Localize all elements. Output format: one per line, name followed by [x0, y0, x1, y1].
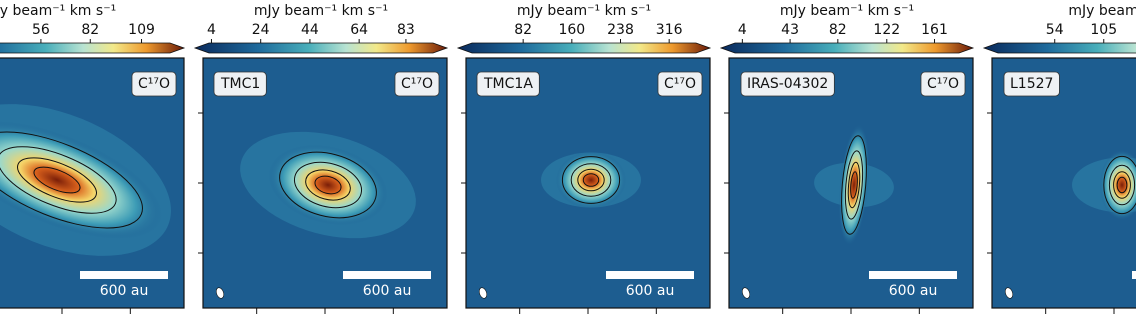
label-box	[920, 71, 966, 97]
source-label: TMC1A	[483, 76, 533, 92]
molecule-label: C¹⁷O	[401, 76, 433, 92]
contour	[847, 161, 861, 209]
colorbar-tick-label: 44	[301, 22, 319, 38]
label-box	[394, 71, 440, 97]
contour	[844, 150, 864, 220]
colorbar-tick-label: 64	[350, 22, 368, 38]
colorbar-tick-label: 105	[1090, 22, 1117, 38]
panel: y beam⁻¹ km s⁻¹56821099IRSC¹⁷O600 au	[0, 3, 186, 314]
label-box	[213, 71, 267, 97]
source-label: TMC1	[220, 76, 260, 92]
colorbar-label: mJy beam⁻¹ km s⁻¹	[517, 3, 651, 19]
colorbar-tick-label: 82	[829, 22, 847, 38]
colorbar-tick-label: 316	[656, 22, 683, 38]
colorbar	[719, 42, 975, 54]
colorbar-tick-label: 83	[397, 22, 415, 38]
scale-bar-label: 600 au	[363, 283, 412, 299]
emission	[555, 151, 627, 209]
colorbar-tick-label: 24	[252, 22, 270, 38]
molecule-label: C¹⁷O	[927, 76, 959, 92]
beam	[741, 287, 751, 299]
beam	[478, 287, 488, 299]
contour	[0, 146, 117, 214]
colorbar-tick-label: 160	[558, 22, 585, 38]
beam	[215, 287, 225, 299]
colorbar-tick-label: 56	[32, 22, 50, 38]
contour	[577, 168, 605, 192]
source-label: L1527	[1010, 76, 1053, 92]
colorbar	[0, 42, 186, 54]
contour	[1116, 176, 1128, 194]
colorbar-label: mJy beam⁻¹	[1068, 3, 1136, 19]
scale-bar-label: 600 au	[889, 283, 938, 299]
contour	[570, 163, 612, 197]
scale-bar	[606, 271, 694, 279]
label-box	[657, 71, 703, 97]
panel: mJy beam⁻¹ km s⁻¹ 82 160 238 316 TMC1A C¹⁷O 600…	[456, 3, 712, 314]
contour	[279, 151, 377, 219]
panel: mJy beam⁻¹ km s⁻¹ 4 24 44 64 83 TMC1 C¹⁷O 600 au	[193, 3, 449, 314]
panel: mJy beam⁻¹ km s⁻¹ 4 43 82 122 161 IRAS-04302 C¹…	[719, 3, 975, 314]
colorbar	[193, 42, 449, 54]
colorbar-tick-label: 109	[128, 22, 155, 38]
colorbar-label: mJy beam⁻¹ km s⁻¹	[780, 3, 914, 19]
colorbar	[982, 42, 1136, 54]
label-box	[131, 71, 177, 97]
contour	[582, 173, 600, 187]
colorbar-tick-label: 82	[514, 22, 532, 38]
beam	[1004, 287, 1014, 299]
scale-bar	[1132, 271, 1136, 279]
scale-bar	[80, 271, 168, 279]
label-box	[1003, 71, 1060, 97]
colorbar	[456, 42, 712, 54]
colorbar-label: y beam⁻¹ km s⁻¹	[0, 3, 116, 19]
contour	[17, 157, 97, 203]
colorbar-tick-label: 238	[607, 22, 634, 38]
contour	[1103, 155, 1136, 215]
colorbar-tick-label: 161	[921, 22, 948, 38]
source-label: IRAS-04302	[747, 76, 828, 92]
colorbar-tick-label: 54	[1046, 22, 1064, 38]
label-box	[740, 71, 835, 97]
contour	[305, 169, 351, 201]
colorbar-tick-label: 43	[781, 22, 799, 38]
colorbar-tick-label: 4	[207, 22, 216, 38]
emission	[1099, 149, 1136, 221]
contour	[293, 161, 363, 209]
molecule-label: C¹⁷O	[664, 76, 696, 92]
scale-bar	[869, 271, 957, 279]
contour	[0, 131, 143, 229]
colorbar-tick-label: 122	[873, 22, 900, 38]
panel: mJy beam⁻¹54105L1527600 au	[982, 3, 1136, 314]
label-box	[476, 71, 540, 97]
molecule-label: C¹⁷O	[138, 76, 170, 92]
contour	[314, 175, 342, 195]
contour	[33, 166, 81, 194]
contour	[850, 171, 858, 199]
colorbar-tick-label: 82	[81, 22, 99, 38]
contour	[841, 135, 867, 235]
scale-bar-label: 600 au	[100, 283, 149, 299]
scale-bar-label: 600 au	[626, 283, 675, 299]
contour	[1108, 164, 1136, 206]
colorbar-label: mJy beam⁻¹ km s⁻¹	[254, 3, 388, 19]
scale-bar	[343, 271, 431, 279]
colorbar-tick-label: 4	[738, 22, 747, 38]
contour	[561, 156, 621, 204]
contour	[1113, 171, 1131, 199]
emission	[838, 124, 870, 246]
